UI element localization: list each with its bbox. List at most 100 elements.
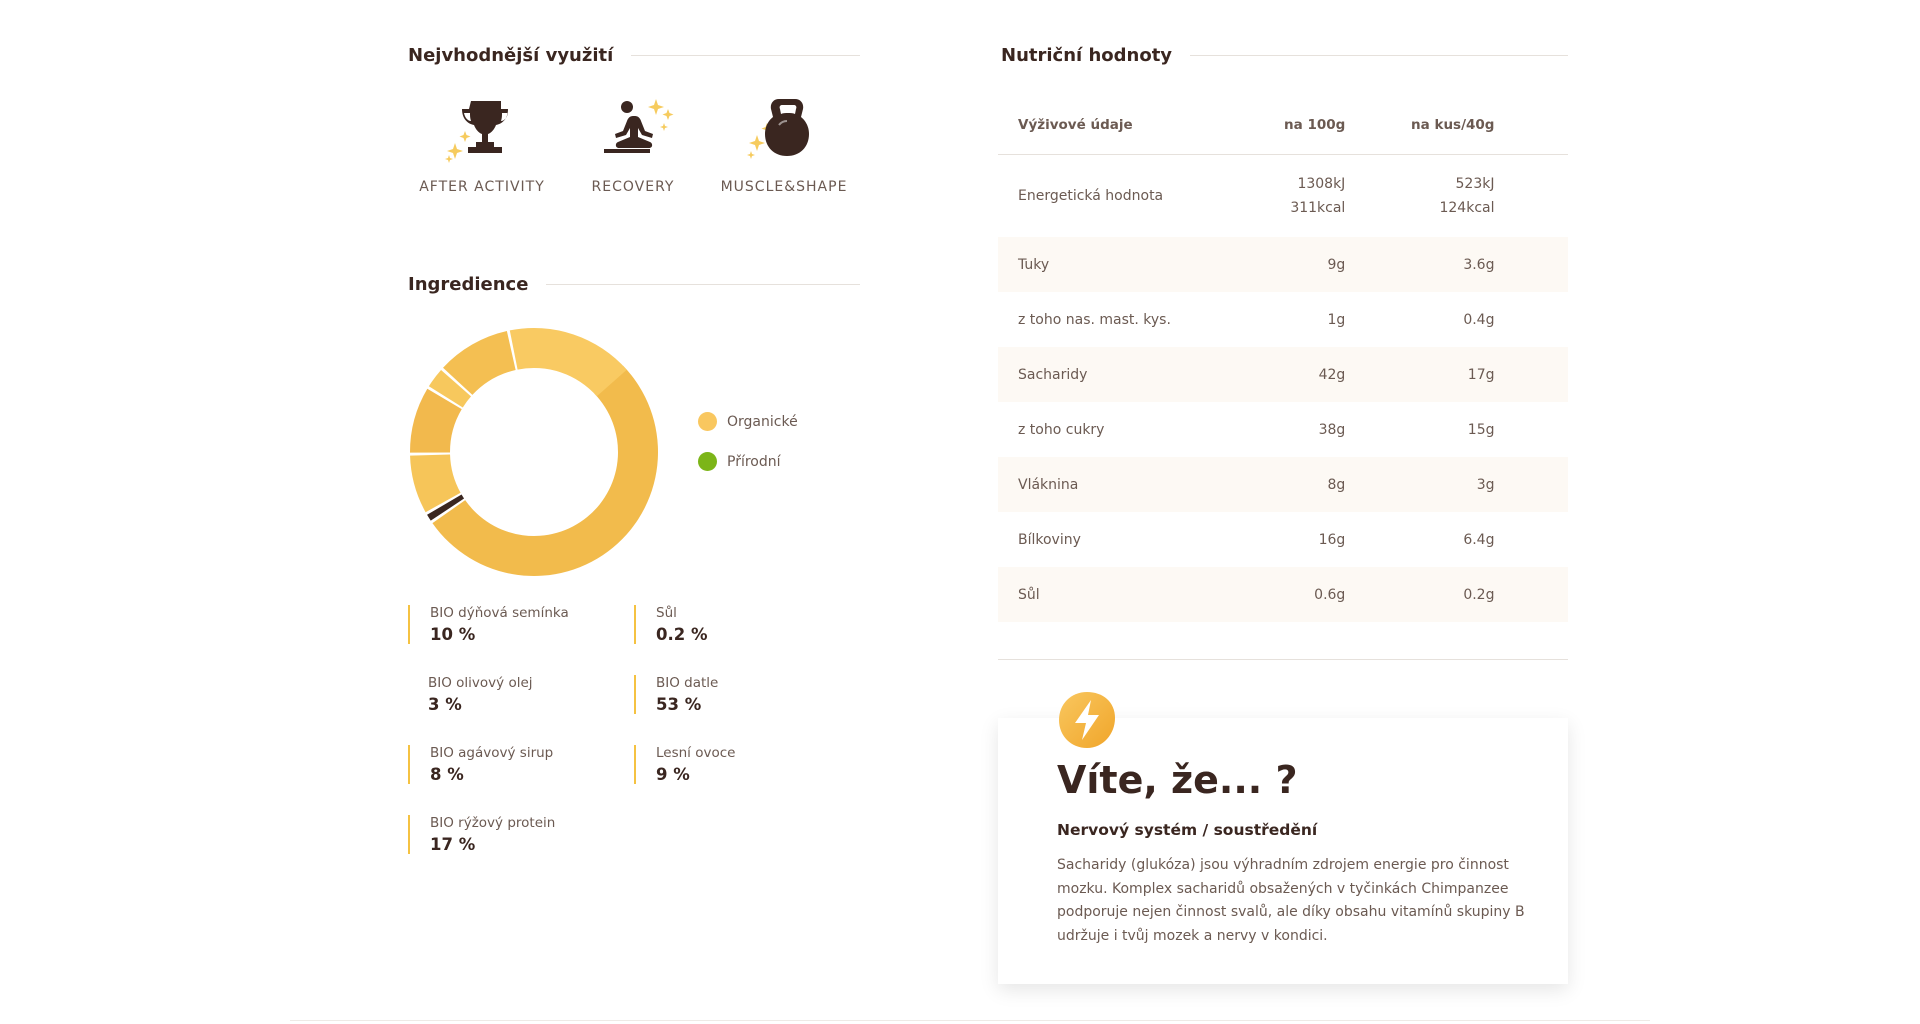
nutrient-per100: 1g bbox=[1327, 311, 1346, 328]
header-nutrient: Výživové údaje bbox=[998, 96, 1239, 155]
ingredient-item: Sůl 0.2 % bbox=[634, 605, 846, 644]
meditation-icon bbox=[604, 99, 674, 153]
title-divider bbox=[1190, 55, 1568, 56]
section-divider bbox=[998, 659, 1568, 660]
ingredient-item: Lesní ovoce 9 % bbox=[634, 745, 846, 784]
ingredients-section-title: Ingredience bbox=[408, 274, 860, 295]
energy-kj: 1308kJ bbox=[1297, 176, 1346, 192]
nutrient-per100: 9g bbox=[1238, 237, 1347, 292]
ingredient-name: BIO olivový olej bbox=[428, 675, 533, 691]
ingredient-pct: 10 % bbox=[430, 625, 476, 644]
ingredient-item: BIO olivový olej 3 % bbox=[408, 675, 618, 714]
ingredients-title-text: Ingredience bbox=[408, 274, 529, 295]
nutrient-label: z toho cukry bbox=[1018, 421, 1105, 438]
nutrient-perpc: 6.4g bbox=[1463, 531, 1495, 548]
ingredient-pct: 0.2 % bbox=[656, 625, 708, 644]
nutrition-section-title: Nutriční hodnoty bbox=[1001, 45, 1568, 66]
fact-card-subtitle: Nervový systém / soustředění bbox=[1057, 821, 1318, 839]
nutrient-perpc: 3.6g bbox=[1346, 237, 1496, 292]
donut-segment[interactable] bbox=[509, 328, 627, 397]
table-row: Energetická hodnota 1308kJ 311kcal 523kJ… bbox=[998, 155, 1568, 238]
ingredient-pct: 8 % bbox=[430, 765, 464, 784]
header-per-100g: na 100g bbox=[1238, 96, 1347, 155]
footer-divider bbox=[290, 1020, 1650, 1021]
usage-muscle-shape: MUSCLE&SHAPE bbox=[714, 95, 854, 195]
legend-dot-natural bbox=[698, 452, 717, 471]
nutrition-table: Výživové údaje na 100g na kus/40g Energe… bbox=[998, 96, 1568, 622]
ingredient-name: Lesní ovoce bbox=[656, 745, 736, 761]
energy-kcal: 311kcal bbox=[1290, 200, 1346, 216]
legend-organic: Organické bbox=[698, 412, 798, 431]
energy-kj: 523kJ bbox=[1455, 176, 1495, 192]
nutrient-label: Sacharidy bbox=[998, 347, 1239, 402]
nutrient-perpc: 15g bbox=[1467, 421, 1495, 438]
nutrient-per100: 0.6g bbox=[1238, 567, 1347, 622]
title-divider bbox=[546, 284, 860, 285]
donut-segment[interactable] bbox=[428, 369, 472, 408]
ingredient-pct: 17 % bbox=[430, 835, 476, 854]
nutrient-per100: 38g bbox=[1318, 421, 1346, 438]
table-row: z toho cukry 38g 15g bbox=[998, 402, 1568, 457]
donut-segment[interactable] bbox=[427, 494, 465, 521]
kettlebell-icon bbox=[747, 99, 809, 159]
ingredients-donut-chart bbox=[410, 328, 659, 577]
nutrient-perpc: 523kJ 124kcal bbox=[1346, 155, 1495, 238]
legend-dot-organic bbox=[698, 412, 717, 431]
trophy-icon bbox=[445, 101, 508, 163]
ingredient-name: BIO datle bbox=[656, 675, 719, 691]
usage-label: RECOVERY bbox=[591, 179, 675, 195]
ingredient-name: BIO agávový sirup bbox=[430, 745, 554, 761]
ingredient-item: BIO dýňová semínka 10 % bbox=[408, 605, 620, 644]
fact-card-title: Víte, že... ? bbox=[1057, 758, 1298, 802]
donut-segment[interactable] bbox=[432, 365, 659, 577]
nutrition-title-text: Nutriční hodnoty bbox=[1001, 45, 1173, 66]
ingredient-name: BIO dýňová semínka bbox=[430, 605, 569, 621]
legend-label: Organické bbox=[727, 413, 798, 430]
nutrient-perpc: 0.4g bbox=[1463, 311, 1495, 328]
usage-after-activity: AFTER ACTIVITY bbox=[412, 95, 552, 195]
nutrient-label: z toho nas. mast. kys. bbox=[1018, 311, 1171, 328]
lightning-icon bbox=[1059, 692, 1115, 748]
fact-card-body: Sacharidy (glukóza) jsou výhradním zdroj… bbox=[1057, 857, 1525, 944]
nutrient-label: Vláknina bbox=[998, 457, 1239, 512]
usage-section-title: Nejvhodnější využití bbox=[408, 45, 860, 66]
header-per-piece: na kus/40g bbox=[1346, 96, 1496, 155]
usage-recovery: RECOVERY bbox=[563, 95, 703, 195]
ingredient-name: BIO rýžový protein bbox=[430, 815, 556, 831]
nutrient-per100: 1308kJ 311kcal bbox=[1238, 155, 1346, 238]
nutrient-per100: 16g bbox=[1318, 531, 1346, 548]
ingredient-name: Sůl bbox=[656, 605, 677, 621]
nutrient-per100: 8g bbox=[1238, 457, 1347, 512]
ingredient-pct: 9 % bbox=[656, 765, 690, 784]
energy-kcal: 124kcal bbox=[1439, 200, 1495, 216]
donut-segment[interactable] bbox=[410, 388, 462, 453]
table-row: Vláknina 8g 3g bbox=[998, 457, 1568, 512]
nutrient-perpc: 17g bbox=[1346, 347, 1496, 402]
ingredient-item: BIO agávový sirup 8 % bbox=[408, 745, 620, 784]
usage-label: MUSCLE&SHAPE bbox=[720, 179, 848, 195]
table-row: Sacharidy 42g 17g bbox=[998, 347, 1568, 402]
nutrient-label: Energetická hodnota bbox=[1018, 188, 1164, 204]
fact-card: Víte, že... ? Nervový systém / soustředě… bbox=[998, 718, 1568, 984]
donut-segment[interactable] bbox=[443, 331, 516, 395]
table-row: z toho nas. mast. kys. 1g 0.4g bbox=[998, 292, 1568, 347]
usage-label: AFTER ACTIVITY bbox=[419, 179, 545, 195]
table-row: Tuky 9g 3.6g bbox=[998, 237, 1568, 292]
nutrient-per100: 42g bbox=[1238, 347, 1347, 402]
ingredient-pct: 53 % bbox=[656, 695, 702, 714]
table-header-row: Výživové údaje na 100g na kus/40g bbox=[998, 96, 1568, 155]
usage-title-text: Nejvhodnější využití bbox=[408, 45, 614, 66]
ingredient-item: BIO rýžový protein 17 % bbox=[408, 815, 620, 854]
ingredient-item: BIO datle 53 % bbox=[634, 675, 846, 714]
nutrient-perpc: 3g bbox=[1346, 457, 1496, 512]
nutrient-perpc: 0.2g bbox=[1346, 567, 1496, 622]
table-row: Bílkoviny 16g 6.4g bbox=[998, 512, 1568, 567]
legend-label: Přírodní bbox=[727, 453, 781, 470]
legend-natural: Přírodní bbox=[698, 452, 781, 471]
nutrient-label: Sůl bbox=[998, 567, 1239, 622]
nutrient-label: Tuky bbox=[998, 237, 1239, 292]
table-row: Sůl 0.6g 0.2g bbox=[998, 567, 1568, 622]
donut-segment[interactable] bbox=[410, 454, 461, 513]
nutrient-label: Bílkoviny bbox=[1018, 531, 1081, 548]
ingredient-pct: 3 % bbox=[428, 695, 462, 714]
